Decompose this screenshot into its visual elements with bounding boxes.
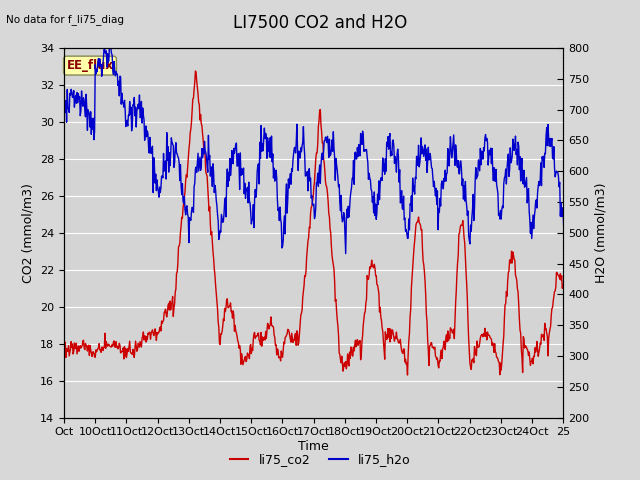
X-axis label: Time: Time: [298, 440, 329, 453]
Legend: li75_co2, li75_h2o: li75_co2, li75_h2o: [225, 448, 415, 471]
Y-axis label: H2O (mmol/m3): H2O (mmol/m3): [595, 182, 608, 283]
Y-axis label: CO2 (mmol/m3): CO2 (mmol/m3): [22, 183, 35, 283]
Text: EE_flux: EE_flux: [67, 59, 113, 72]
Text: LI7500 CO2 and H2O: LI7500 CO2 and H2O: [233, 14, 407, 33]
Text: No data for f_li75_diag: No data for f_li75_diag: [6, 14, 124, 25]
